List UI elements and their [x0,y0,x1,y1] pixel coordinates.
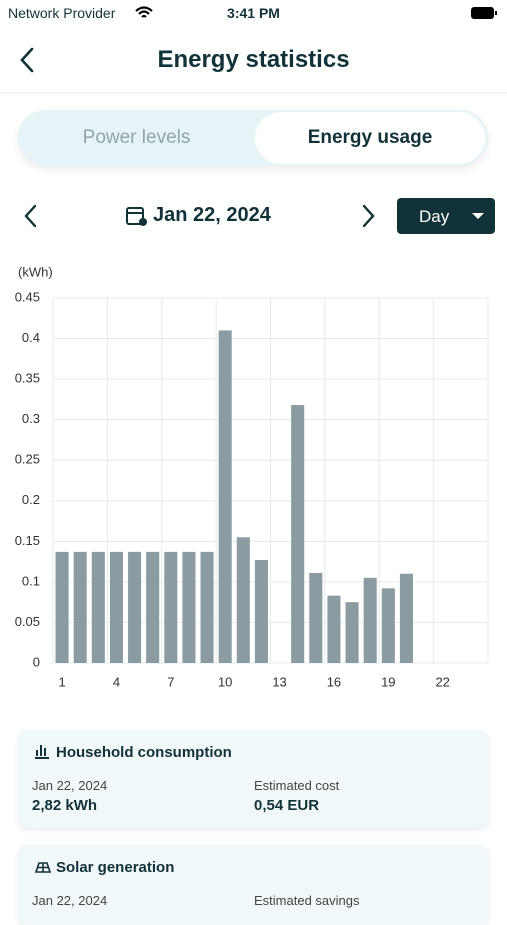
bar [109,551,123,663]
battery-icon [471,7,497,19]
card-date: Jan 22, 2024 [32,778,108,793]
y-tick-label: 0.2 [22,492,40,507]
cost-value: 0,54 EUR [254,797,320,814]
x-tick-label: 7 [167,674,174,689]
tab-active[interactable]: Energy usage [255,112,485,164]
y-tick-label: 0.3 [22,411,40,426]
tab[interactable]: Power levels [82,127,191,148]
bar [381,588,395,663]
bar [164,551,178,663]
wifi-icon [135,6,153,18]
bar [91,551,105,663]
savings-label: Estimated savings [254,893,360,908]
tab-bar: Power levels Energy usage [18,110,488,166]
x-tick-label: 13 [272,674,286,689]
bar [309,572,323,663]
carrier: Network Provider [8,5,116,21]
dropdown-caret [472,213,484,219]
card-value: 2,82 kWh [32,797,98,814]
page-title: Energy statistics [157,46,350,73]
bar [236,537,250,663]
bar [73,551,87,663]
period-label: Day [419,207,450,226]
x-tick-label: 19 [381,674,395,689]
back-button[interactable] [16,46,40,74]
y-tick-label: 0.15 [15,533,40,548]
bar [146,551,160,663]
header-divider [0,92,507,96]
y-tick-label: 0.4 [22,330,40,345]
y-tick-label: 0.45 [15,289,40,304]
bar [182,551,196,663]
screen: Network Provider 3:41 PM Energy statisti… [0,5,507,925]
bar [363,577,377,663]
bar [128,551,142,663]
x-tick-label: 4 [113,674,120,689]
bar [200,551,214,663]
next-date[interactable] [357,203,379,229]
chart: (kWh) 0 0.05 0.1 0.15 0.2 0.25 0.3 0.35 0.4 0.45 1… [15,264,489,689]
x-tick-label: 22 [435,674,449,689]
bar [399,573,413,663]
y-tick-label: 0.05 [15,614,40,629]
x-tick-label: 1 [58,674,65,689]
cost-label: Estimated cost [254,778,340,793]
card-title: Household consumption [56,744,232,761]
card-date: Jan 22, 2024 [32,893,108,908]
y-tick-label: 0 [33,654,40,669]
prev-date[interactable] [20,203,42,229]
bar [254,559,268,663]
calendar-icon [126,207,147,226]
x-tick-label: 16 [327,674,341,689]
y-tick-label: 0.35 [15,371,40,386]
chart-icon [35,745,49,759]
bar [55,551,69,663]
bar [345,602,359,663]
bar [218,330,232,663]
card: Household consumption Jan 22, 2024 2,82 … [18,730,489,828]
bar [291,405,305,663]
y-tick-label: 0.25 [15,452,40,467]
solar-icon [34,862,51,873]
date-label: Jan 22, 2024 [153,204,271,226]
period-dropdown[interactable]: Day [397,198,495,234]
x-tick-label: 10 [218,674,232,689]
y-axis-label: (kWh) [18,264,53,279]
card: Solar generation Jan 22, 2024 Estimated … [18,845,489,925]
bar [327,595,341,663]
card-title: Solar generation [56,859,175,876]
clock: 3:41 PM [227,5,280,21]
y-tick-label: 0.1 [22,573,40,588]
